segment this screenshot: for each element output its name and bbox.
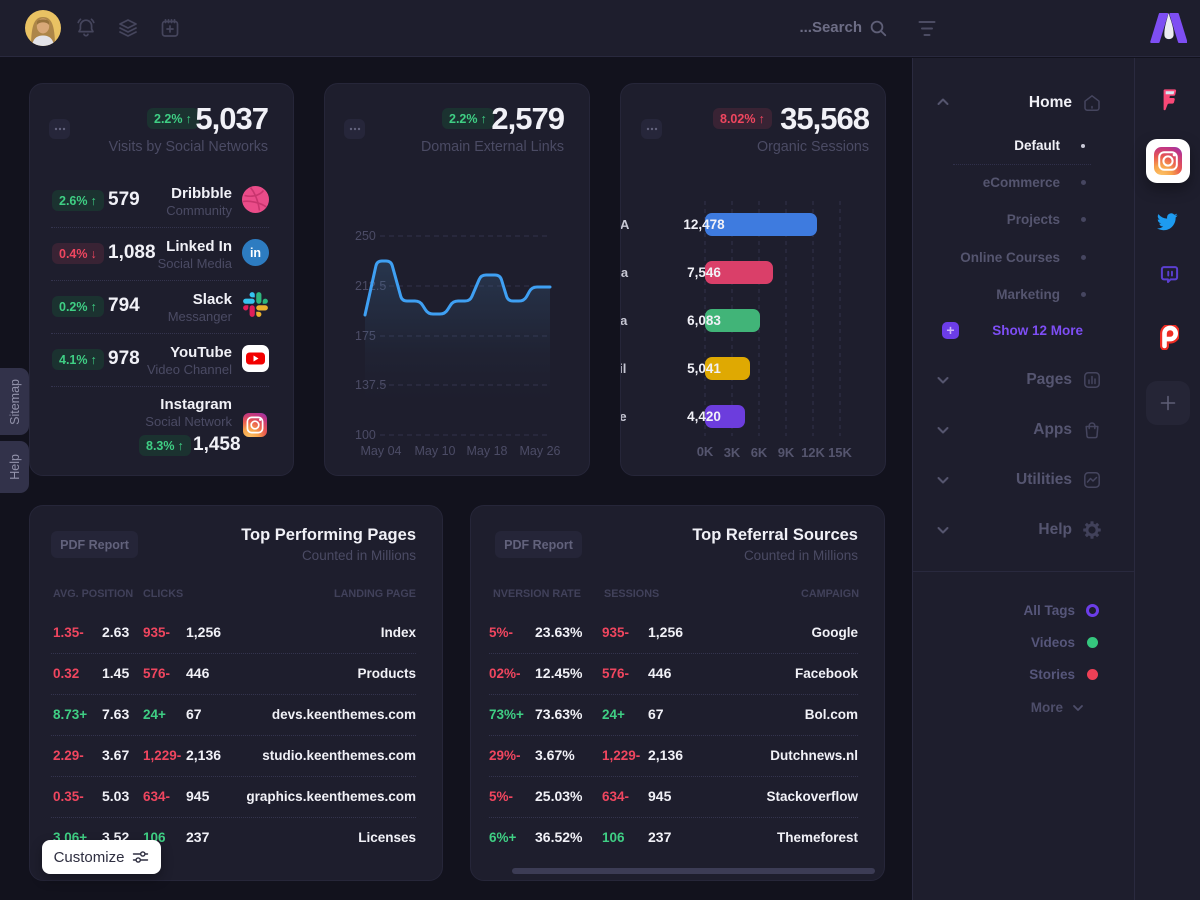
svg-text:3K: 3K <box>724 445 741 460</box>
svg-text:6K: 6K <box>751 445 768 460</box>
svg-text:France: France <box>621 409 627 424</box>
svg-text:15K: 15K <box>828 445 852 460</box>
svg-text:Brazil: Brazil <box>621 361 626 376</box>
svg-text:12,478: 12,478 <box>683 217 725 232</box>
svg-text:May 18: May 18 <box>467 444 508 458</box>
svg-text:China: China <box>621 265 629 280</box>
svg-text:6,083: 6,083 <box>687 313 721 328</box>
svg-text:12K: 12K <box>801 445 825 460</box>
svg-text:4,420: 4,420 <box>687 409 721 424</box>
svg-text:9K: 9K <box>778 445 795 460</box>
svg-text:100: 100 <box>355 428 376 442</box>
svg-text:in: in <box>250 246 261 260</box>
svg-text:0K: 0K <box>697 444 714 459</box>
svg-text:USA: USA <box>621 217 630 232</box>
svg-text:May 10: May 10 <box>415 444 456 458</box>
svg-text:May 26: May 26 <box>520 444 561 458</box>
svg-text:7,546: 7,546 <box>687 265 721 280</box>
svg-text:5,041: 5,041 <box>687 361 721 376</box>
svg-text:May 04: May 04 <box>361 444 402 458</box>
svg-text:250: 250 <box>355 229 376 243</box>
svg-text:India: India <box>621 313 628 328</box>
